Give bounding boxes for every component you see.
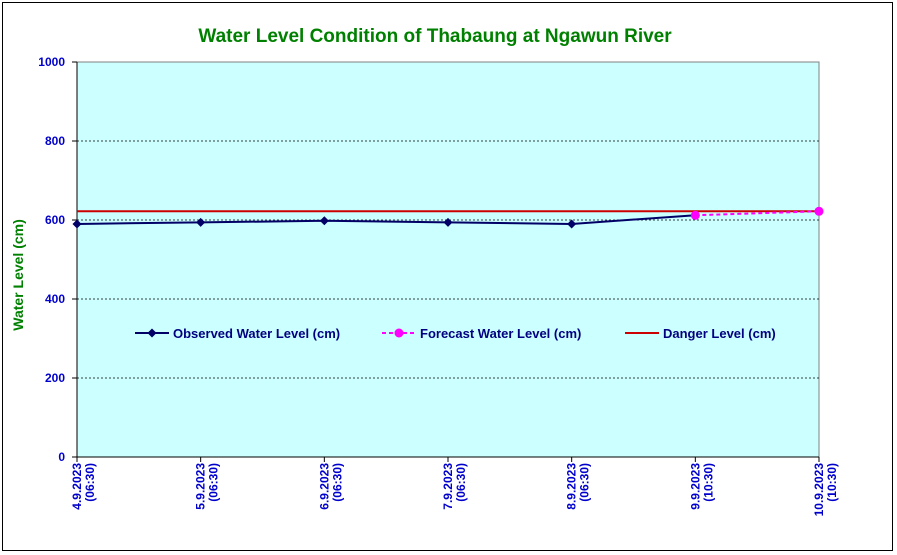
x-tick-label: 10.9.2023(10:30) xyxy=(812,463,839,517)
x-tick-date: 7.9.2023 xyxy=(441,463,455,510)
x-tick-time: (06:30) xyxy=(83,463,97,502)
x-tick-time: (10:30) xyxy=(825,463,839,502)
observed-series-line xyxy=(76,214,696,225)
y-tick-label: 800 xyxy=(45,134,65,148)
legend-forecast-marker xyxy=(394,328,404,338)
forecast-point xyxy=(814,206,824,216)
x-tick-time: (06:30) xyxy=(454,463,468,502)
y-tick-label: 1000 xyxy=(38,55,65,69)
x-tick-time: (06:30) xyxy=(578,463,592,502)
y-tick-label: 200 xyxy=(45,371,65,385)
x-tick-time: (06:30) xyxy=(207,463,221,502)
observed-point xyxy=(319,216,329,226)
x-tick-date: 9.9.2023 xyxy=(688,463,702,510)
legend-danger-label: Danger Level (cm) xyxy=(663,326,776,341)
legend: Observed Water Level (cm) Forecast Water … xyxy=(135,326,776,341)
y-tick-label: 600 xyxy=(45,213,65,227)
x-tick-time: (06:30) xyxy=(330,463,344,502)
chart-title: Water Level Condition of Thabaung at Nga… xyxy=(198,26,672,47)
x-tick-label: 8.9.2023(06:30) xyxy=(565,463,592,510)
observed-point xyxy=(443,217,453,227)
x-tick-label: 9.9.2023(10:30) xyxy=(688,463,715,510)
x-tick-label: 5.9.2023(06:30) xyxy=(194,463,221,510)
x-tick-date: 6.9.2023 xyxy=(317,463,331,510)
x-tick-label: 4.9.2023(06:30) xyxy=(70,463,97,510)
forecast-point xyxy=(690,210,700,220)
x-tick-time: (10:30) xyxy=(701,463,715,502)
plot-background xyxy=(76,61,820,458)
y-tick-label: 400 xyxy=(45,292,65,306)
x-tick-date: 5.9.2023 xyxy=(194,463,208,510)
x-tick-label: 7.9.2023(06:30) xyxy=(441,463,468,510)
x-tick-date: 4.9.2023 xyxy=(70,463,84,510)
observed-point xyxy=(567,219,577,229)
x-tick-label: 6.9.2023(06:30) xyxy=(317,463,344,510)
x-tick-date: 10.9.2023 xyxy=(812,463,826,517)
observed-point xyxy=(196,217,206,227)
y-axis-label: Water Level (cm) xyxy=(10,219,26,331)
legend-observed-marker xyxy=(147,328,157,338)
x-tick-date: 8.9.2023 xyxy=(565,463,579,510)
observed-point xyxy=(72,219,82,229)
legend-forecast-label: Forecast Water Level (cm) xyxy=(420,326,581,341)
y-tick-label: 0 xyxy=(58,450,65,464)
legend-observed-label: Observed Water Level (cm) xyxy=(173,326,340,341)
